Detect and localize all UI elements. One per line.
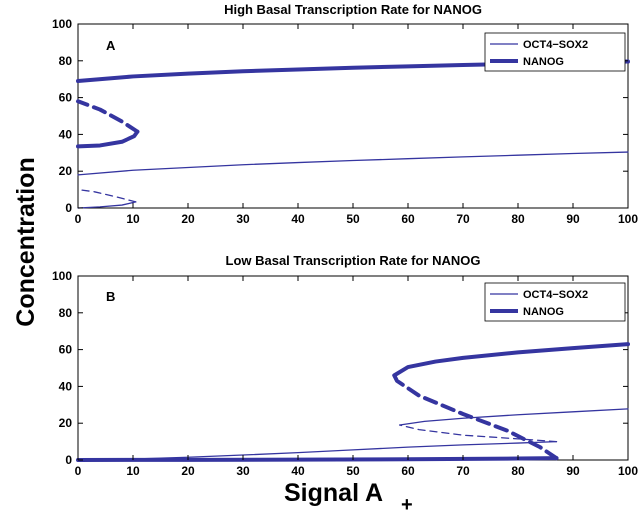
panel-a-x-tick-label: 60 [401, 212, 415, 226]
panel-a-x-tick-label: 30 [236, 212, 250, 226]
panel-a-x-tick-label: 10 [126, 212, 140, 226]
panel-a: High Basal Transcription Rate for NANOG … [52, 2, 638, 226]
panel-a-title: High Basal Transcription Rate for NANOG [224, 2, 482, 17]
panel-a-legend-nanog-label: NANOG [523, 56, 564, 68]
panel-a-legend: OCT4−SOX2 NANOG [484, 32, 626, 72]
panel-b-oct4-sox2-curve-dashed [399, 424, 558, 443]
panel-b-nanog-curve-dashed [392, 373, 559, 461]
panel-b-y-tick-label: 60 [59, 343, 73, 357]
panel-a-x-tick-label: 80 [511, 212, 525, 226]
panel-b-y-tick-label: 100 [52, 269, 72, 283]
panel-a-x-tick-label: 90 [566, 212, 580, 226]
panel-a-y-tick-label: 20 [59, 164, 73, 178]
panel-a-legend-oct4-label: OCT4−SOX2 [523, 39, 588, 51]
panel-b-title: Low Basal Transcription Rate for NANOG [226, 253, 481, 268]
panel-b-nanog-curve-solid [76, 456, 559, 462]
panel-a-ticks-group: 0 10 20 30 40 50 60 70 80 90 100 0 20 40 60 80 100 [52, 17, 638, 226]
panel-a-nanog-curve-solid [76, 129, 140, 149]
panel-a-y-tick-label: 60 [59, 91, 73, 105]
panel-b-label: B [106, 289, 115, 304]
panel-b-x-tick-label: 20 [181, 464, 195, 478]
panel-b-y-tick-label: 20 [59, 416, 73, 430]
panel-a-y-tick-label: 80 [59, 54, 73, 68]
panel-a-oct4-sox2-curve-solid [77, 201, 137, 209]
panel-b-x-tick-label: 0 [75, 464, 82, 478]
panel-b: Low Basal Transcription Rate for NANOG 0… [52, 253, 638, 478]
panel-b-legend-nanog-label: NANOG [523, 306, 564, 318]
panel-a-y-tick-label: 0 [65, 201, 72, 215]
panel-b-x-tick-label: 100 [618, 464, 638, 478]
panel-b-oct4-sox2-curve-solid [399, 408, 629, 426]
panel-a-oct4-sox2-curve-dashed [77, 188, 137, 203]
x-axis-label: Signal A + [284, 479, 413, 515]
panel-b-ticks-group: 0 10 20 30 40 50 60 70 80 90 100 0 20 40 60 80 100 [52, 269, 638, 478]
panel-b-nanog-curve-solid [392, 342, 630, 378]
panel-a-x-tick-label: 40 [291, 212, 305, 226]
panel-a-x-tick-label: 70 [456, 212, 470, 226]
panel-b-legend-oct4-label: OCT4−SOX2 [523, 289, 588, 301]
y-axis-label: Concentration [12, 157, 40, 326]
panel-a-x-tick-label: 0 [75, 212, 82, 226]
x-axis-label-main: Signal A [284, 479, 383, 507]
panel-b-x-tick-label: 60 [401, 464, 415, 478]
panel-b-y-tick-label: 80 [59, 306, 73, 320]
panel-a-x-tick-label: 50 [346, 212, 360, 226]
panel-b-x-tick-label: 10 [126, 464, 140, 478]
panel-b-x-tick-label: 50 [346, 464, 360, 478]
panel-a-nanog-curve-dashed [76, 99, 140, 134]
panel-b-y-tick-label: 0 [65, 453, 72, 467]
panel-a-label: A [106, 38, 116, 53]
panel-b-y-tick-label: 40 [59, 379, 73, 393]
panel-b-legend: OCT4−SOX2 NANOG [484, 282, 626, 322]
panel-a-y-tick-label: 100 [52, 17, 72, 31]
x-axis-label-subscript: + [401, 494, 413, 515]
panel-b-x-tick-label: 40 [291, 464, 305, 478]
panel-b-legend-box [484, 282, 626, 322]
panel-b-x-tick-label: 30 [236, 464, 250, 478]
panel-a-legend-box [484, 32, 626, 72]
panel-a-oct4-sox2-curve-solid [77, 151, 629, 176]
panel-a-x-tick-label: 20 [181, 212, 195, 226]
panel-b-x-tick-label: 90 [566, 464, 580, 478]
panel-b-x-tick-label: 70 [456, 464, 470, 478]
panel-a-y-tick-label: 40 [59, 127, 73, 141]
panel-b-x-tick-label: 80 [511, 464, 525, 478]
panel-a-x-tick-label: 100 [618, 212, 638, 226]
